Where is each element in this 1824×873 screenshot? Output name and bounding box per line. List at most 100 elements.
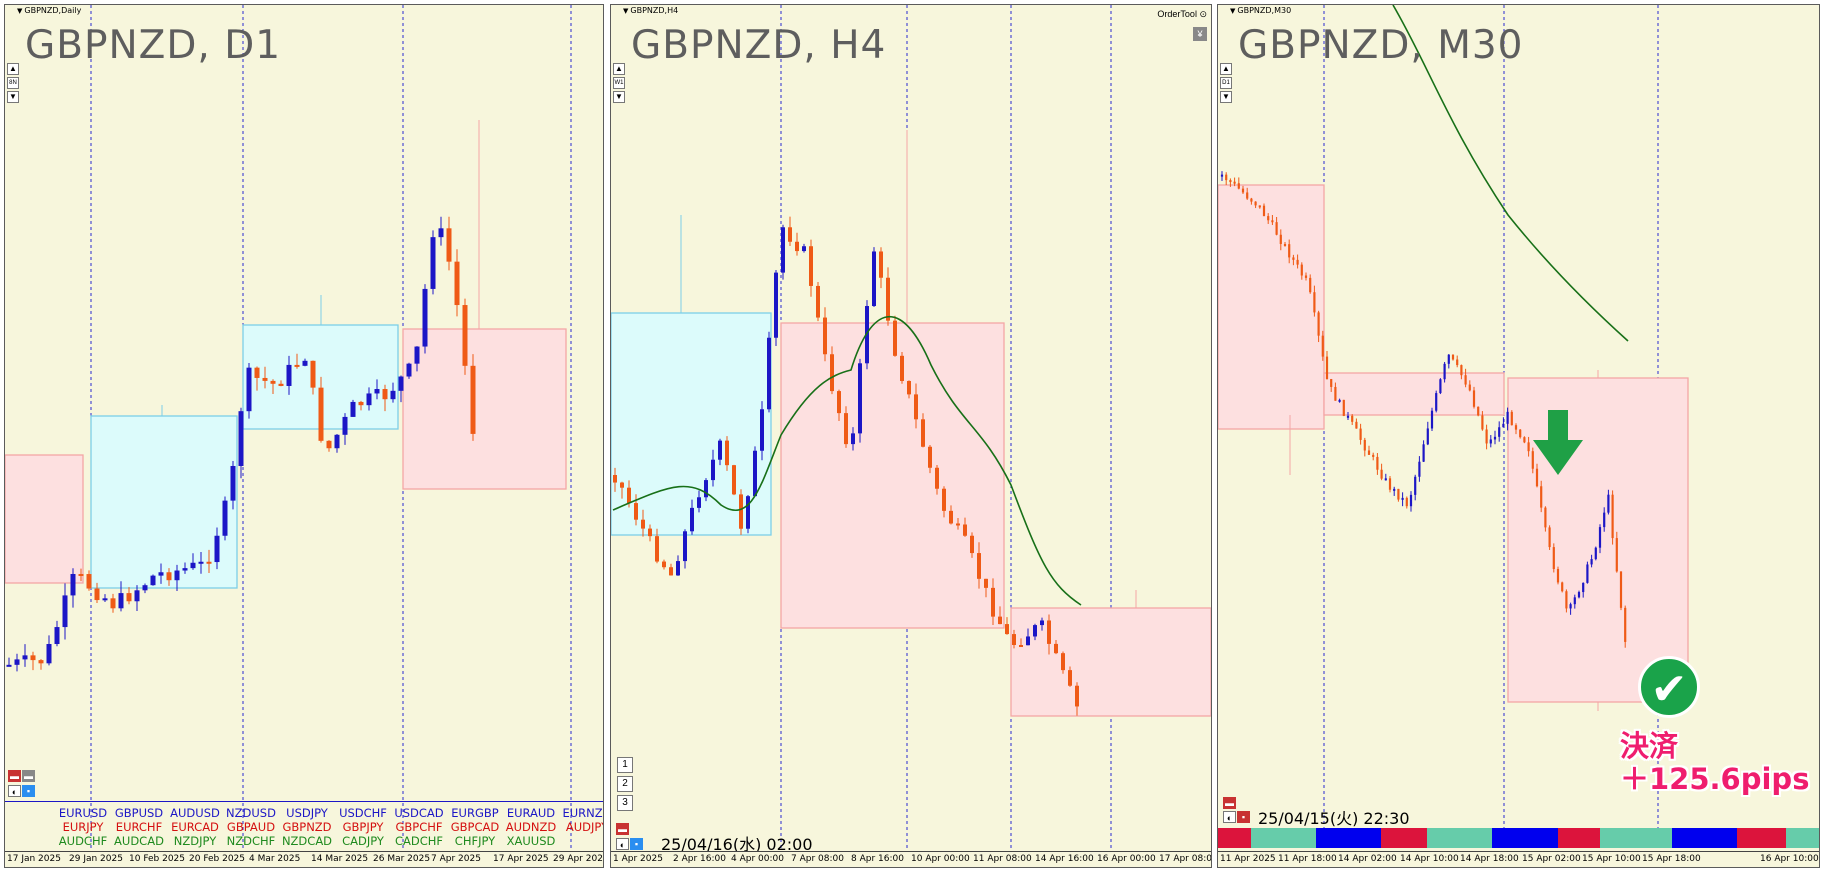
yen-icon[interactable]: ¥ bbox=[1193, 27, 1207, 41]
blue-zone bbox=[90, 415, 238, 589]
timeframe-button[interactable]: 8N bbox=[7, 77, 19, 89]
candle-body bbox=[390, 390, 396, 400]
currency-pair-link[interactable]: GBPCHF bbox=[395, 820, 443, 834]
candle-body bbox=[767, 337, 771, 410]
scroll-down-icon[interactable]: ▼ bbox=[1220, 91, 1232, 103]
number-button-1[interactable]: 1 bbox=[617, 757, 633, 773]
window-label-h4: ▼ GBPNZD,H4 bbox=[623, 6, 679, 15]
candle-body bbox=[86, 574, 92, 589]
currency-pair-link[interactable]: AUDCHF bbox=[58, 834, 108, 848]
currency-pair-link[interactable]: XAUUSD bbox=[506, 834, 556, 848]
candle-body bbox=[774, 272, 778, 338]
currency-pair-link[interactable]: EURAUD bbox=[506, 806, 556, 820]
candle-body bbox=[1598, 527, 1602, 548]
scale-buttons-h4[interactable]: ▲ W1 ▼ bbox=[613, 63, 625, 105]
refresh-icon[interactable]: ▪ bbox=[22, 785, 35, 797]
currency-pair-link[interactable]: EURUSD bbox=[58, 806, 108, 820]
candle-body bbox=[746, 496, 750, 529]
settings-icon[interactable]: ◐ bbox=[616, 838, 629, 850]
currency-pair-link[interactable]: GBPNZD bbox=[282, 820, 332, 834]
axis-tick-label: 8 Apr 16:00 bbox=[851, 854, 904, 864]
currency-pair-link[interactable]: EURCHF bbox=[115, 820, 163, 834]
scroll-down-icon[interactable]: ▼ bbox=[7, 91, 19, 103]
currency-pair-link[interactable]: CADJPY bbox=[342, 834, 384, 848]
candle-body bbox=[294, 364, 300, 367]
order-tool-button[interactable]: OrderTool ⊙ bbox=[1157, 9, 1207, 19]
candle-body bbox=[1498, 427, 1501, 437]
chart-panel-d1[interactable]: ▼ GBPNZD,Daily GBPNZD, D1 ▲ 8N ▼ ▬ ▬ ◐ ▪ … bbox=[4, 4, 604, 868]
currency-pair-link[interactable]: GBPUSD bbox=[114, 806, 164, 820]
currency-pair-link[interactable]: AUDNZD bbox=[505, 820, 557, 834]
scroll-up-icon[interactable]: ▲ bbox=[7, 63, 19, 75]
currency-pair-link[interactable]: EURNZD bbox=[562, 806, 603, 820]
scroll-down-icon[interactable]: ▼ bbox=[613, 91, 625, 103]
candle-body bbox=[150, 575, 156, 586]
candle-body bbox=[879, 251, 883, 278]
minimize-icon[interactable]: ▬ bbox=[8, 770, 21, 782]
candle-body bbox=[358, 401, 364, 406]
currency-pair-link[interactable]: EURCAD bbox=[171, 820, 219, 834]
chart-panel-h4[interactable]: ▼ GBPNZD,H4 GBPNZD, H4 OrderTool ⊙ ¥ ▲ W1… bbox=[610, 4, 1212, 868]
currency-pair-link[interactable]: CADCHF bbox=[394, 834, 444, 848]
candle-plot-h4 bbox=[611, 5, 1211, 855]
candle-body bbox=[422, 288, 428, 347]
currency-pair-link[interactable]: USDJPY bbox=[286, 806, 328, 820]
axis-tick-label: 16 Apr 10:00 bbox=[1760, 854, 1819, 864]
scroll-up-icon[interactable]: ▲ bbox=[613, 63, 625, 75]
pink-zone bbox=[402, 328, 567, 490]
currency-pair-link[interactable]: NZDCHF bbox=[226, 834, 276, 848]
chart-panel-m30[interactable]: ▼ GBPNZD,M30 GBPNZD, M30 ▲ D1 ▼ ▬ ◐ ▪ 25/… bbox=[1217, 4, 1820, 868]
timeframe-button[interactable]: W1 bbox=[613, 77, 625, 89]
currency-pair-link[interactable]: AUDCAD bbox=[114, 834, 164, 848]
currency-pair-link[interactable]: CHFJPY bbox=[454, 834, 496, 848]
pair-row: EURUSD GBPUSD AUDUSD NZDUSD USDJPY USDCHF USDC… bbox=[55, 806, 603, 820]
currency-pair-link[interactable]: NZDCAD bbox=[281, 834, 333, 848]
currency-pair-link[interactable]: GBPCAD bbox=[450, 820, 500, 834]
currency-pair-link[interactable]: NZDJPY bbox=[173, 834, 217, 848]
currency-pair-link[interactable]: EURJPY bbox=[62, 820, 104, 834]
currency-pair-link[interactable]: NZDUSD bbox=[226, 806, 276, 820]
candle-body bbox=[126, 593, 132, 602]
currency-pair-link[interactable]: USDCAD bbox=[394, 806, 444, 820]
scroll-up-icon[interactable]: ▲ bbox=[1220, 63, 1232, 75]
strip-segment bbox=[1557, 828, 1601, 848]
candle-body bbox=[1047, 620, 1051, 644]
candle-body bbox=[998, 616, 1002, 625]
candle-body bbox=[1317, 312, 1320, 336]
currency-pair-link[interactable]: GBPAUD bbox=[226, 820, 276, 834]
minimize-icon[interactable]: ▬ bbox=[616, 823, 629, 835]
currency-pair-link[interactable]: AUDJPY bbox=[565, 820, 604, 834]
candle-body bbox=[942, 488, 946, 511]
currency-pair-link[interactable]: AUDUSD bbox=[170, 806, 220, 820]
refresh-icon[interactable]: ▪ bbox=[630, 838, 643, 850]
timeframe-button[interactable]: D1 bbox=[1220, 77, 1232, 89]
settings-icon[interactable]: ◐ bbox=[1223, 811, 1236, 823]
currency-pair-link[interactable]: EURGBP bbox=[451, 806, 499, 820]
scale-buttons-m30[interactable]: ▲ D1 ▼ bbox=[1220, 63, 1232, 105]
candle-body bbox=[655, 536, 659, 562]
candle-body bbox=[1422, 444, 1425, 462]
number-button-2[interactable]: 2 bbox=[617, 776, 633, 792]
maximize-icon[interactable]: ▬ bbox=[22, 770, 35, 782]
candle-body bbox=[1229, 180, 1232, 183]
down-arrow-icon bbox=[1533, 410, 1583, 475]
axis-tick-label: 11 Apr 08:00 bbox=[973, 854, 1032, 864]
settings-icon[interactable]: ◐ bbox=[8, 785, 21, 797]
number-button-3[interactable]: 3 bbox=[617, 795, 633, 811]
candle-body bbox=[830, 354, 834, 392]
strip-segment bbox=[1315, 828, 1382, 848]
minimize-icon[interactable]: ▬ bbox=[1223, 797, 1236, 809]
candle-body bbox=[1603, 512, 1606, 528]
currency-pair-link[interactable]: GBPJPY bbox=[342, 820, 384, 834]
refresh-icon[interactable]: ▪ bbox=[1237, 811, 1250, 823]
candle-body bbox=[823, 317, 827, 355]
candle-body bbox=[928, 446, 932, 468]
candle-body bbox=[662, 561, 666, 568]
axis-tick-label: 29 Apr 2025 bbox=[553, 854, 604, 864]
candle-body bbox=[246, 367, 252, 412]
currency-pair-link[interactable]: USDCHF bbox=[339, 806, 387, 820]
scale-buttons-d1[interactable]: ▲ 8N ▼ bbox=[7, 63, 19, 105]
axis-tick-label: 14 Mar 2025 bbox=[311, 854, 369, 864]
candle-body bbox=[1594, 547, 1597, 560]
window-label-m30: ▼ GBPNZD,M30 bbox=[1230, 6, 1292, 15]
